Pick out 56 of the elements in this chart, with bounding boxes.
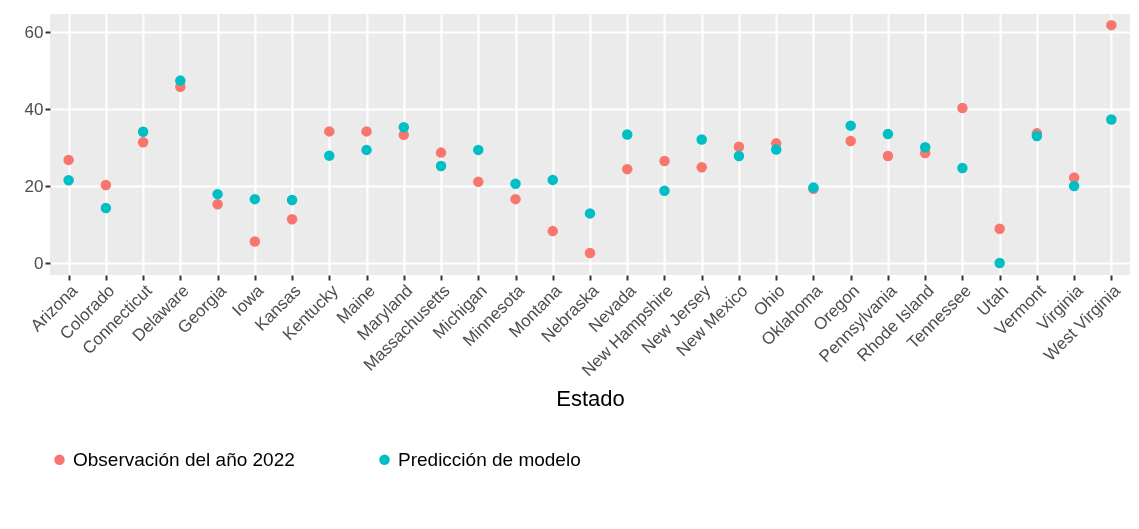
point xyxy=(845,120,856,131)
point xyxy=(286,213,298,225)
point xyxy=(473,176,484,188)
point xyxy=(1106,19,1117,31)
point xyxy=(845,135,856,147)
point xyxy=(100,202,112,214)
point xyxy=(882,150,894,162)
point xyxy=(733,141,745,153)
point xyxy=(547,225,558,237)
point xyxy=(919,141,931,153)
point xyxy=(584,208,596,219)
point xyxy=(547,174,558,186)
point xyxy=(324,150,335,161)
legend-label: Observación del año 2022 xyxy=(73,448,295,470)
point xyxy=(1106,114,1117,125)
y-tick-label: 60 xyxy=(24,22,44,42)
y-tick-label: 20 xyxy=(24,176,44,196)
point xyxy=(63,154,74,166)
point xyxy=(659,155,670,167)
point xyxy=(398,121,410,133)
point xyxy=(510,193,521,205)
point xyxy=(137,136,149,148)
point xyxy=(473,144,484,156)
point xyxy=(212,188,223,200)
point xyxy=(957,162,968,174)
point xyxy=(622,129,633,140)
point xyxy=(324,126,335,137)
point xyxy=(696,161,707,173)
point xyxy=(435,160,447,172)
point xyxy=(1068,180,1080,192)
point xyxy=(212,198,223,210)
point xyxy=(994,223,1005,235)
point xyxy=(175,75,186,86)
point xyxy=(249,193,261,205)
point xyxy=(510,178,521,189)
legend-label: Predicción de modelo xyxy=(398,448,581,470)
point xyxy=(994,257,1005,269)
point xyxy=(63,175,74,186)
y-tick-label: 0 xyxy=(34,253,44,273)
point xyxy=(622,163,633,175)
point xyxy=(435,147,447,158)
point xyxy=(733,150,745,162)
point xyxy=(957,102,968,114)
point xyxy=(696,134,707,145)
point xyxy=(770,144,782,155)
point xyxy=(137,126,149,138)
point xyxy=(100,179,112,191)
point xyxy=(361,144,372,156)
x-axis-title: Estado xyxy=(556,386,625,412)
point xyxy=(249,236,261,247)
point xyxy=(882,128,894,140)
y-tick-label: 40 xyxy=(24,99,44,119)
point xyxy=(361,126,372,137)
point xyxy=(286,194,298,206)
point xyxy=(659,185,670,196)
point xyxy=(584,247,596,259)
